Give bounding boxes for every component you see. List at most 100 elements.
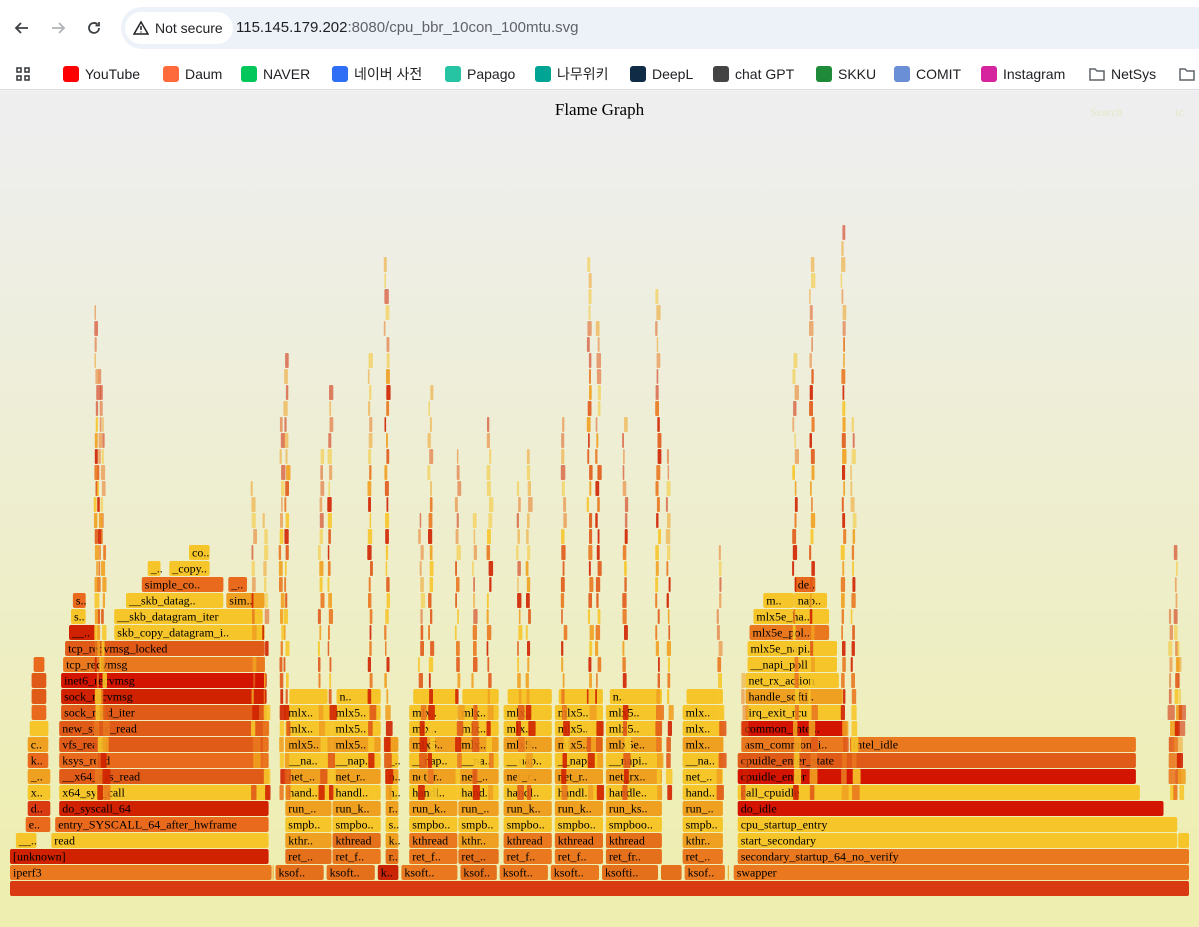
flame-spike-segment[interactable] [1168, 753, 1176, 768]
frame-rect[interactable] [462, 689, 499, 704]
flame-spike-segment[interactable] [100, 465, 106, 480]
flame-spike-segment[interactable] [719, 593, 722, 608]
flame-spike-segment[interactable] [518, 609, 521, 624]
flame-spike-segment[interactable] [457, 481, 462, 496]
bookmark-daum[interactable]: Daum [163, 62, 222, 86]
flame-frame[interactable]: iperf3 [10, 865, 272, 880]
address-bar[interactable]: Not secure 115.145.179.202:8080/cpu_bbr_… [121, 7, 1199, 49]
flame-spike-segment[interactable] [427, 465, 431, 480]
flame-spike-segment[interactable] [656, 705, 664, 720]
flame-spike-segment[interactable] [286, 673, 289, 688]
flame-frame[interactable]: kthread [409, 833, 458, 848]
flame-spike-segment[interactable] [489, 497, 494, 512]
flame-frame[interactable]: cpuidle_enter [737, 769, 1136, 784]
flame-spike-segment[interactable] [473, 689, 475, 704]
flame-spike-segment[interactable] [792, 529, 797, 544]
frame-rect[interactable] [458, 801, 499, 816]
flame-spike-segment[interactable] [101, 689, 104, 704]
flame-spike-segment[interactable] [430, 641, 435, 656]
frame-rect[interactable] [460, 865, 497, 880]
flame-spike-segment[interactable] [518, 689, 522, 704]
flame-spike-segment[interactable] [666, 593, 669, 608]
frame-rect[interactable] [747, 641, 838, 656]
flame-spike-segment[interactable] [718, 545, 721, 560]
flame-spike-segment[interactable] [595, 417, 598, 432]
flame-frame[interactable] [33, 657, 45, 672]
flame-spike-segment[interactable] [843, 353, 845, 368]
flame-spike-segment[interactable] [809, 401, 813, 416]
flame-spike-segment[interactable] [318, 785, 325, 800]
flame-spike-segment[interactable] [810, 641, 814, 656]
frame-rect[interactable] [737, 817, 1178, 832]
flame-spike-segment[interactable] [588, 433, 590, 448]
flame-spike-segment[interactable] [793, 785, 799, 800]
flame-spike-segment[interactable] [430, 609, 433, 624]
flame-spike-segment[interactable] [102, 433, 105, 448]
flame-spike-segment[interactable] [597, 337, 600, 352]
flame-spike-segment[interactable] [655, 321, 658, 336]
flame-spike-segment[interactable] [251, 689, 254, 704]
flame-frame[interactable]: n.. [609, 689, 662, 704]
frame-rect[interactable] [63, 657, 265, 672]
flame-spike-segment[interactable] [851, 417, 854, 432]
flame-spike-segment[interactable] [793, 769, 802, 784]
flame-spike-segment[interactable] [94, 305, 97, 320]
flame-spike-segment[interactable] [278, 561, 283, 576]
flame-frame[interactable]: mlx.. [409, 721, 458, 736]
frame-rect[interactable] [499, 865, 548, 880]
flame-spike-segment[interactable] [517, 705, 525, 720]
flame-spike-segment[interactable] [624, 577, 627, 592]
flame-spike-segment[interactable] [367, 657, 371, 672]
flame-spike-segment[interactable] [367, 481, 372, 496]
frame-rect[interactable] [126, 593, 224, 608]
flame-spike-segment[interactable] [101, 641, 105, 656]
flame-spike-segment[interactable] [318, 689, 321, 704]
flame-spike-segment[interactable] [656, 497, 660, 512]
flame-spike-segment[interactable] [486, 609, 489, 624]
flame-spike-segment[interactable] [528, 497, 533, 512]
flame-spike-segment[interactable] [624, 497, 629, 512]
frame-rect[interactable] [401, 865, 458, 880]
flame-spike-segment[interactable] [454, 625, 457, 640]
flame-spike-segment[interactable] [795, 689, 799, 704]
frame-rect[interactable] [503, 721, 552, 736]
flame-spike-segment[interactable] [843, 689, 846, 704]
frame-rect[interactable] [59, 801, 269, 816]
flame-spike-segment[interactable] [97, 481, 99, 496]
flame-spike-segment[interactable] [428, 529, 433, 544]
flame-spike-segment[interactable] [418, 673, 423, 688]
flame-frame[interactable]: s.. [385, 817, 400, 832]
flame-spike-segment[interactable] [716, 769, 722, 784]
bookmark-instagram[interactable]: Instagram [981, 62, 1065, 86]
flame-spike-segment[interactable] [526, 737, 533, 752]
flame-frame[interactable]: mlx5e_ha.. [753, 609, 830, 624]
flame-spike-segment[interactable] [420, 769, 425, 784]
flame-frame[interactable]: kthr.. [682, 833, 723, 848]
flame-frame[interactable]: kthread [503, 833, 552, 848]
frame-rect[interactable] [332, 833, 381, 848]
flame-spike-segment[interactable] [329, 401, 332, 416]
flame-spike-segment[interactable] [792, 561, 795, 576]
flame-spike-segment[interactable] [98, 449, 101, 464]
frame-rect[interactable] [332, 705, 381, 720]
frame-rect[interactable] [745, 705, 843, 720]
frame-rect[interactable] [733, 865, 1189, 880]
frame-rect[interactable] [69, 625, 96, 640]
flame-spike-segment[interactable] [429, 497, 433, 512]
flame-spike-segment[interactable] [794, 705, 799, 720]
flame-spike-segment[interactable] [488, 673, 492, 688]
flame-spike-segment[interactable] [1177, 769, 1186, 784]
flame-spike-segment[interactable] [367, 529, 373, 544]
flame-spike-segment[interactable] [1169, 673, 1172, 688]
frame-rect[interactable] [737, 833, 1178, 848]
flame-frame[interactable]: ksoft.. [550, 865, 599, 880]
flame-spike-segment[interactable] [810, 257, 815, 272]
frame-rect[interactable] [226, 593, 265, 608]
flame-spike-segment[interactable] [561, 433, 565, 448]
flame-spike-segment[interactable] [94, 433, 98, 448]
flame-spike-segment[interactable] [623, 721, 627, 736]
flame-frame[interactable]: ret_fr.. [605, 849, 662, 864]
flame-spike-segment[interactable] [794, 577, 797, 592]
flame-spike-segment[interactable] [94, 321, 98, 336]
flame-spike-segment[interactable] [562, 753, 568, 768]
